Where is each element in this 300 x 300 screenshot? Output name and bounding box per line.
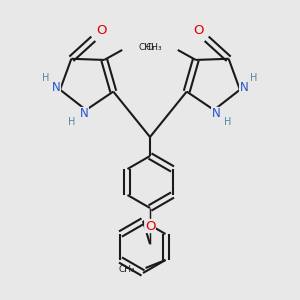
Text: H: H: [68, 117, 76, 127]
Text: CH₃: CH₃: [145, 44, 162, 52]
Text: N: N: [212, 107, 220, 121]
Text: H: H: [224, 117, 232, 127]
Text: O: O: [96, 24, 106, 37]
Text: H: H: [250, 73, 258, 83]
Text: CH₃: CH₃: [138, 44, 155, 52]
Text: N: N: [80, 107, 88, 121]
Text: N: N: [239, 81, 248, 94]
Text: N: N: [52, 81, 61, 94]
Text: CH₃: CH₃: [119, 266, 136, 274]
Text: O: O: [145, 220, 155, 232]
Text: O: O: [194, 24, 204, 37]
Text: H: H: [42, 73, 50, 83]
